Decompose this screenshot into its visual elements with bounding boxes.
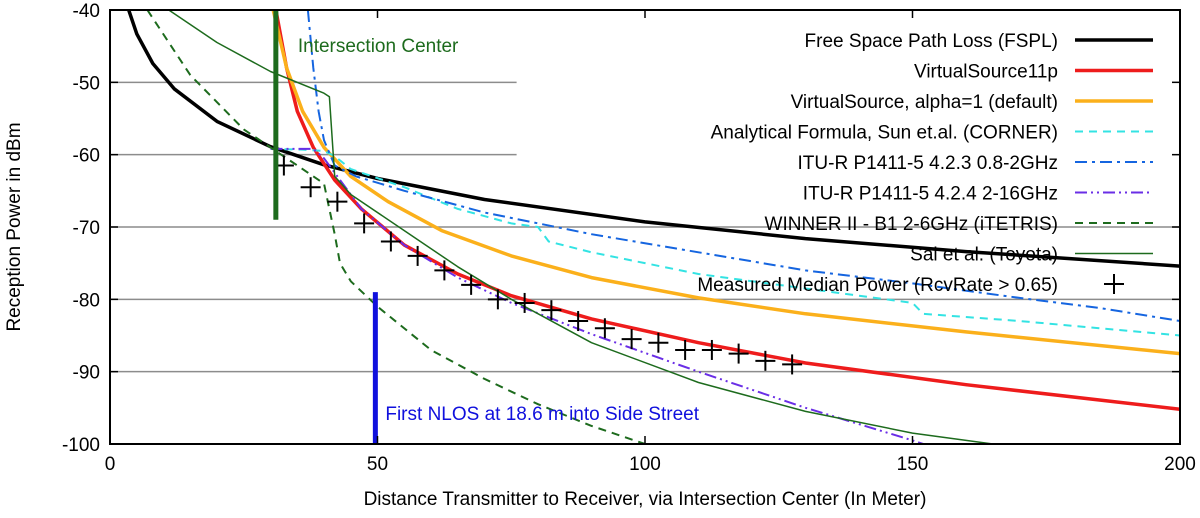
- measured-point: [300, 177, 321, 198]
- legend-label: ITU-R P1411-5 4.2.4 2-16GHz: [803, 184, 1058, 205]
- y-axis-title: Reception Power in dBm: [4, 122, 25, 331]
- measured-point: [541, 300, 562, 321]
- annotation-label: Intersection Center: [298, 36, 459, 57]
- measured-point: [701, 339, 722, 360]
- series-line-virtualsource11p: [274, 10, 1180, 412]
- x-tick-label: 200: [1164, 454, 1196, 475]
- measured-point: [594, 318, 615, 339]
- measured-point: [514, 292, 535, 313]
- series-layer: [127, 10, 1180, 444]
- annotation-label: First NLOS at 18.6 m into Side Street: [385, 404, 699, 425]
- y-tick-label: -70: [73, 218, 100, 239]
- x-tick-label: 150: [897, 454, 929, 475]
- y-tick-label: -90: [73, 363, 100, 384]
- legend-label: Sai et al. (Toyota): [910, 245, 1058, 266]
- measured-point: [621, 329, 642, 350]
- legend-label: ITU-R P1411-5 4.2.3 0.8-2GHz: [798, 153, 1058, 174]
- measured-point: [407, 245, 428, 266]
- legend-label: Measured Median Power (RcvRate > 0.65): [697, 275, 1058, 296]
- y-tick-label: -80: [73, 290, 100, 311]
- series-line-analytical-formula-sun-et-al-corner: [270, 147, 1180, 337]
- series-line-sai-et-al-toyota: [168, 10, 993, 444]
- measured-point: [327, 191, 348, 212]
- measured-point: [728, 343, 749, 364]
- x-tick-label: 100: [629, 454, 661, 475]
- y-tick-label: -100: [62, 435, 100, 456]
- measured-point: [648, 332, 669, 353]
- legend-label: Analytical Formula, Sun et.al. (CORNER): [711, 123, 1058, 144]
- series-line-winner-ii-b1-2-6ghz-itetris: [146, 10, 646, 444]
- measured-point: [380, 231, 401, 252]
- legend-label: VirtualSource11p: [914, 62, 1058, 83]
- legend-label: VirtualSource, alpha=1 (default): [791, 92, 1058, 113]
- x-tick-label: 50: [367, 454, 388, 475]
- series-line-virtualsource-alpha-1-default: [271, 10, 1180, 356]
- x-axis-title: Distance Transmitter to Receiver, via In…: [364, 489, 927, 510]
- y-tick-label: -50: [73, 73, 100, 94]
- grid-layer: [110, 81, 1180, 373]
- legend-label: Free Space Path Loss (FSPL): [805, 31, 1058, 52]
- x-tick-label: 0: [105, 454, 116, 475]
- legend-label: WINNER II - B1 2-6GHz (iTETRIS): [765, 214, 1058, 235]
- series-line-itu-r-p1411-5-4-2-4-2-16ghz: [270, 147, 924, 444]
- measured-point: [461, 274, 482, 295]
- measured-point: [487, 289, 508, 310]
- measured-point: [675, 339, 696, 360]
- series-line-itu-r-p1411-5-4-2-3-0-8-2ghz: [306, 10, 1180, 322]
- y-tick-label: -60: [73, 146, 100, 167]
- measured-point: [354, 213, 375, 234]
- measured-point: [434, 260, 455, 281]
- measured-point: [755, 350, 776, 371]
- measured-point: [568, 311, 589, 332]
- measured-point: [782, 354, 803, 375]
- y-tick-label: -40: [73, 1, 100, 22]
- annotation-layer: Intersection Center First NLOS at 18.6 m …: [273, 10, 700, 444]
- legend: Free Space Path Loss (FSPL) VirtualSource…: [697, 31, 1153, 296]
